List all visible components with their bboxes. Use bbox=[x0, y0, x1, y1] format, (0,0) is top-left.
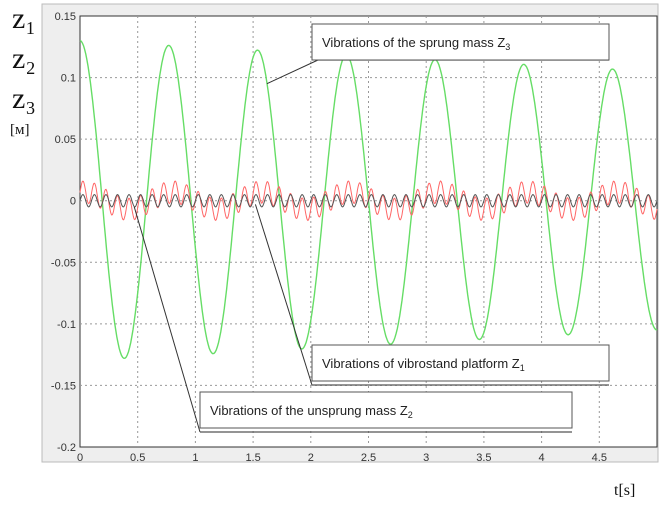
annotation-platform-text: Vibrations of vibrostand platform Z1 bbox=[322, 356, 525, 373]
y-tick-label: 0 bbox=[70, 196, 76, 208]
series-platform-z1 bbox=[79, 194, 658, 208]
annotation-platform-leader bbox=[254, 204, 313, 386]
y-tick-label: -0.05 bbox=[51, 257, 76, 269]
x-tick-label: 0 bbox=[77, 452, 83, 464]
ylabel-z1: z₁ bbox=[12, 2, 36, 35]
series-unsprung-mass-z2 bbox=[79, 180, 658, 222]
annotation-sprung-mass-leader bbox=[266, 59, 319, 85]
annotation-sprung-mass-text: Vibrations of the sprung mass Z3 bbox=[322, 35, 510, 52]
annotation-unsprung-mass-text: Vibrations of the unsprung mass Z2 bbox=[210, 403, 413, 420]
ylabel-z3: z₃ bbox=[12, 82, 36, 115]
x-tick-label: 4.5 bbox=[592, 452, 607, 464]
xlabel: t[s] bbox=[614, 482, 636, 499]
ylabel-unit: [м] bbox=[10, 122, 30, 138]
y-tick-label: 0.1 bbox=[61, 73, 76, 85]
y-tick-label: -0.1 bbox=[57, 319, 76, 331]
annotation-platform-box bbox=[311, 344, 610, 382]
ylabel-z2: z₂ bbox=[12, 42, 36, 75]
y-tick-label: 0.15 bbox=[55, 11, 76, 23]
x-tick-label: 1.5 bbox=[245, 452, 260, 464]
y-tick-label: -0.2 bbox=[57, 442, 76, 454]
x-tick-label: 4 bbox=[539, 452, 545, 464]
x-tick-label: 2.5 bbox=[361, 452, 376, 464]
annotation-unsprung-mass-box bbox=[199, 391, 573, 429]
annotation-unsprung-mass-leader bbox=[133, 206, 201, 433]
y-tick-label: -0.15 bbox=[51, 380, 76, 392]
x-tick-label: 2 bbox=[308, 452, 314, 464]
y-tick-label: 0.05 bbox=[55, 134, 76, 146]
annotation-sprung-mass-box bbox=[311, 23, 610, 61]
x-tick-label: 3.5 bbox=[476, 452, 491, 464]
x-tick-label: 3 bbox=[423, 452, 429, 464]
x-tick-label: 0.5 bbox=[130, 452, 145, 464]
x-tick-label: 1 bbox=[192, 452, 198, 464]
